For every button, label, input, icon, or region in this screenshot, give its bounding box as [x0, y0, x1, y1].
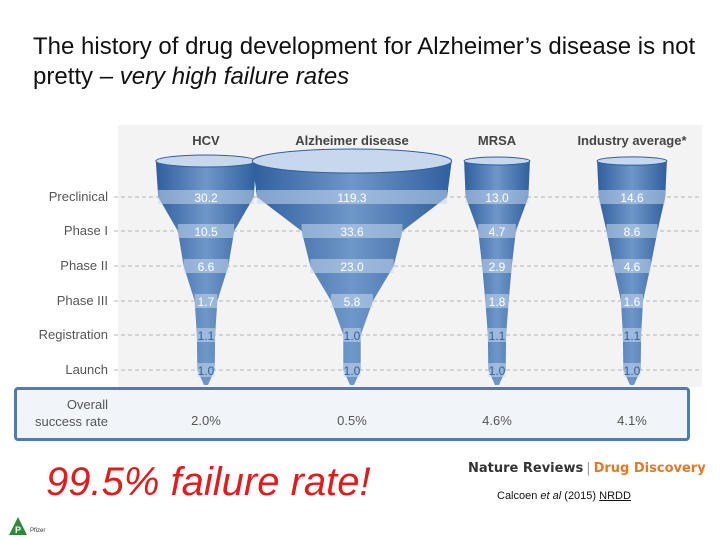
- funnel-mouth: [251, 148, 453, 174]
- publisher-journal: Drug Discovery: [593, 461, 706, 476]
- stage-label: Registration: [39, 327, 108, 342]
- funnel-value-label: 1.0: [344, 364, 361, 378]
- funnel-band: [487, 328, 507, 342]
- funnel-band: [197, 363, 215, 377]
- funnel-value-label: 1.1: [489, 329, 506, 343]
- series-header: Alzheimer disease: [295, 133, 408, 148]
- stage-label: Phase III: [57, 293, 108, 308]
- funnel-value-label: 1.0: [624, 364, 641, 378]
- funnel-band: [488, 363, 506, 377]
- funnel-band: [623, 363, 641, 377]
- funnel-value-label: 1.6: [624, 295, 641, 309]
- funnel-value-label: 8.6: [624, 225, 641, 239]
- funnel-value-label: 4.6: [624, 260, 641, 274]
- publisher-separator: |: [586, 461, 591, 476]
- funnel-value-label: 1.0: [198, 364, 215, 378]
- title-main-text: The history of drug development for Alzh…: [33, 33, 696, 90]
- funnel-mouth: [155, 154, 257, 168]
- publisher-name: Nature Reviews: [468, 461, 584, 476]
- citation-link[interactable]: NRDD: [599, 490, 631, 502]
- funnel-band: [343, 328, 361, 342]
- funnel-value-label: 1.0: [489, 364, 506, 378]
- stage-label: Launch: [65, 362, 108, 377]
- funnel-band: [301, 224, 403, 238]
- funnel-value-label: 1.8: [489, 295, 506, 309]
- citation: Calcoen et al (2015) NRDD: [497, 490, 631, 502]
- funnel-band: [183, 259, 229, 273]
- funnel-band: [331, 294, 373, 308]
- overall-success-value: 4.6%: [482, 413, 512, 428]
- funnel-value-label: 13.0: [485, 191, 509, 205]
- overall-label: Overall: [67, 397, 108, 412]
- publisher-credit: Nature Reviews | Drug Discovery: [468, 461, 706, 476]
- funnel-value-label: 4.7: [489, 225, 506, 239]
- funnel-value-label: 33.6: [340, 225, 364, 239]
- funnel-band: [194, 294, 218, 308]
- logo-wordmark: Pfizer: [30, 528, 45, 534]
- failure-rate-callout: 99.5% failure rate!: [46, 460, 371, 504]
- overall-label: success rate: [35, 414, 108, 429]
- slide-title: The history of drug development for Alzh…: [33, 32, 703, 92]
- citation-prefix: Calcoen: [497, 490, 541, 502]
- funnel-band: [158, 190, 254, 204]
- overall-success-value: 0.5%: [337, 413, 367, 428]
- funnel-value-label: 1.7: [198, 295, 215, 309]
- series-header: HCV: [192, 133, 220, 148]
- overall-success-highlight-box: [14, 387, 690, 441]
- funnel-band: [478, 224, 516, 238]
- funnel-value-label: 1.0: [344, 329, 361, 343]
- funnel-band: [482, 259, 512, 273]
- funnel-band: [598, 190, 666, 204]
- funnel-value-label: 2.9: [489, 260, 506, 274]
- funnel-value-label: 10.5: [194, 225, 218, 239]
- funnel-value-label: 119.3: [337, 191, 366, 205]
- funnel-value-label: 1.1: [198, 329, 215, 343]
- citation-etal: et al: [540, 490, 562, 502]
- funnel-value-label: 6.6: [198, 260, 215, 274]
- funnel-band: [606, 224, 658, 238]
- funnel-value-label: 23.0: [340, 260, 364, 274]
- stage-label: Phase II: [60, 258, 108, 273]
- series-header: Industry average*: [577, 133, 687, 148]
- logo-triangle-icon: [9, 517, 27, 535]
- funnel-value-label: 5.8: [344, 295, 361, 309]
- funnel-chart: Preclinical Phase I Phase II Phase III Regis…: [35, 125, 702, 429]
- title-emphasis-text: very high failure rates: [119, 63, 350, 90]
- funnel-value-label: 14.6: [620, 191, 644, 205]
- funnel-band: [485, 294, 509, 308]
- funnel-mouth: [596, 156, 668, 166]
- funnel-band: [622, 328, 642, 342]
- overall-success-value: 2.0%: [191, 413, 221, 428]
- series-header: MRSA: [478, 133, 517, 148]
- funnel-value-label: 30.2: [194, 191, 218, 205]
- funnel-band: [343, 363, 361, 377]
- funnel-band: [465, 190, 529, 204]
- overall-success-value: 4.1%: [617, 413, 647, 428]
- citation-year: (2015): [561, 490, 600, 502]
- funnel-band: [196, 328, 216, 342]
- funnel-band: [177, 224, 235, 238]
- funnel-band: [257, 190, 447, 204]
- funnel-band: [613, 259, 651, 273]
- funnel-band: [310, 259, 394, 273]
- funnel-band: [620, 294, 644, 308]
- funnel-value-label: 1.1: [624, 329, 641, 343]
- stage-label: Preclinical: [49, 189, 108, 204]
- pfizer-logo: P Pfizer: [9, 517, 45, 535]
- logo-letter: P: [15, 525, 21, 535]
- stage-label: Phase I: [64, 223, 108, 238]
- funnel-mouth: [463, 156, 531, 166]
